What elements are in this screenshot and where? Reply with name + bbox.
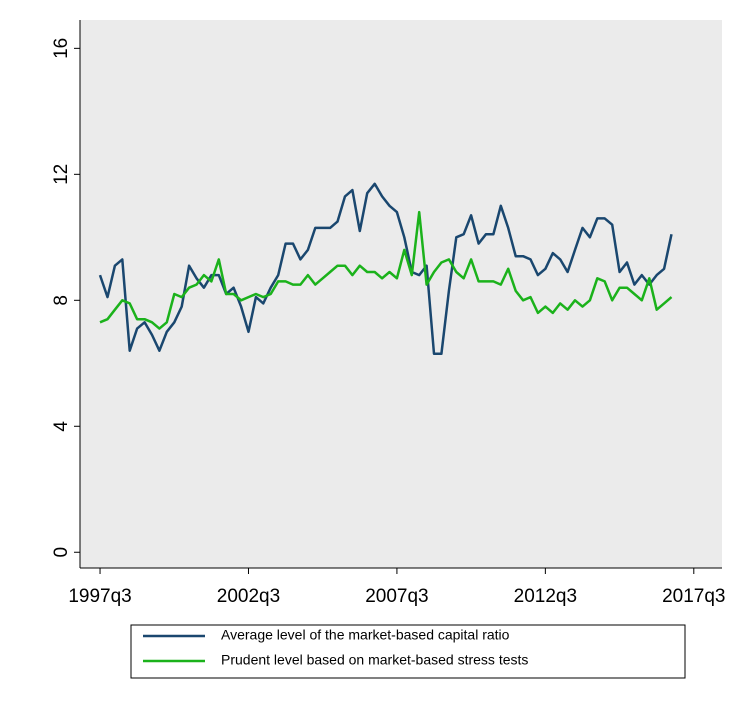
legend-label: Average level of the market-based capita… [221,627,510,643]
y-tick-label: 8 [51,295,72,306]
x-tick-label: 2012q3 [514,586,577,607]
y-tick-label: 16 [51,38,72,59]
series-line [98,182,673,356]
y-tick-label: 4 [51,421,72,432]
series-line [99,210,673,330]
y-tick-label: 0 [51,547,72,558]
legend-label: Prudent level based on market-based stre… [221,652,528,668]
y-tick-label: 12 [51,164,72,185]
x-tick-label: 2002q3 [217,586,280,607]
legend [130,624,686,679]
x-tick-label: 2007q3 [365,586,428,607]
x-tick-label: 2017q3 [662,586,725,607]
x-tick-label: 1997q3 [68,586,131,607]
